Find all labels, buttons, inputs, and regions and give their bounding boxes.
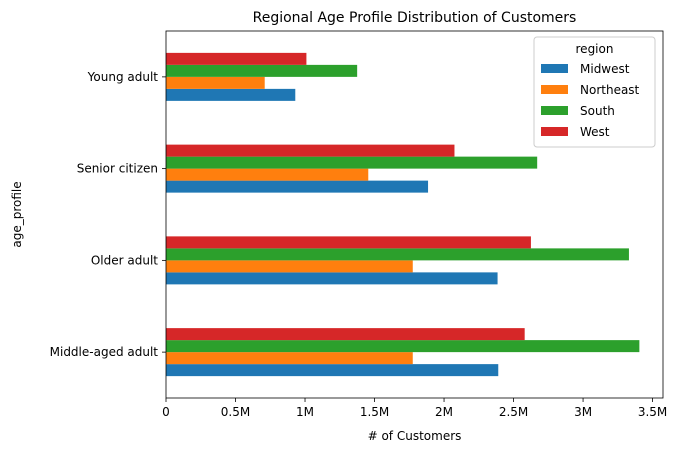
legend-swatch-west: [541, 127, 568, 136]
legend-label-south: South: [580, 104, 615, 118]
x-tick-label: 1M: [296, 405, 314, 419]
bar-midwest-senior-citizen: [166, 180, 429, 193]
legend-swatch-south: [541, 106, 568, 115]
bar-west-older-adult: [166, 236, 531, 249]
bar-midwest-older-adult: [166, 272, 498, 285]
y-axis-label: age_profile: [10, 181, 24, 247]
plot-area: [165, 30, 664, 399]
bar-northeast-middle-aged-adult: [166, 352, 413, 365]
x-tick-label: 2.5M: [499, 405, 528, 419]
y-tick-label: Young adult: [87, 70, 159, 84]
x-tick-label: 1.5M: [360, 405, 389, 419]
bar-northeast-young-adult: [166, 76, 265, 89]
bar-south-older-adult: [166, 248, 629, 261]
y-tick-label: Older adult: [91, 253, 158, 267]
chart-title: Regional Age Profile Distribution of Cus…: [253, 10, 577, 26]
bar-west-senior-citizen: [166, 144, 455, 157]
legend-title: region: [576, 42, 614, 56]
x-tick-label: 3M: [574, 405, 592, 419]
bar-west-middle-aged-adult: [166, 328, 525, 341]
y-tick-label: Senior citizen: [77, 162, 158, 176]
x-tick-label: 3.5M: [638, 405, 667, 419]
x-axis-label: # of Customers: [368, 429, 462, 443]
x-axis: 0 0.5M 1M 1.5M 2M 2.5M 3M 3.5M: [162, 398, 667, 419]
x-tick-label: 2M: [435, 405, 453, 419]
bar-south-middle-aged-adult: [166, 340, 640, 353]
x-tick-label: 0: [162, 405, 170, 419]
bar-south-senior-citizen: [166, 156, 538, 169]
plot-frame: [165, 30, 664, 399]
bar-northeast-older-adult: [166, 260, 413, 273]
bar-midwest-young-adult: [166, 88, 296, 101]
legend-label-midwest: Midwest: [580, 62, 630, 76]
y-tick-label: Middle-aged adult: [50, 345, 159, 359]
bar-midwest-middle-aged-adult: [166, 364, 499, 377]
bar-west-young-adult: [166, 52, 307, 65]
bar-south-young-adult: [166, 64, 358, 77]
legend-swatch-northeast: [541, 85, 568, 94]
legend: region Midwest Northeast South West: [533, 36, 656, 148]
y-axis: Middle-aged adult Older adult Senior citiz…: [50, 70, 166, 359]
legend-label-northeast: Northeast: [580, 83, 640, 97]
x-tick-label: 0.5M: [221, 405, 250, 419]
legend-swatch-midwest: [541, 64, 568, 73]
legend-label-west: West: [580, 125, 610, 139]
bar-northeast-senior-citizen: [166, 168, 369, 181]
